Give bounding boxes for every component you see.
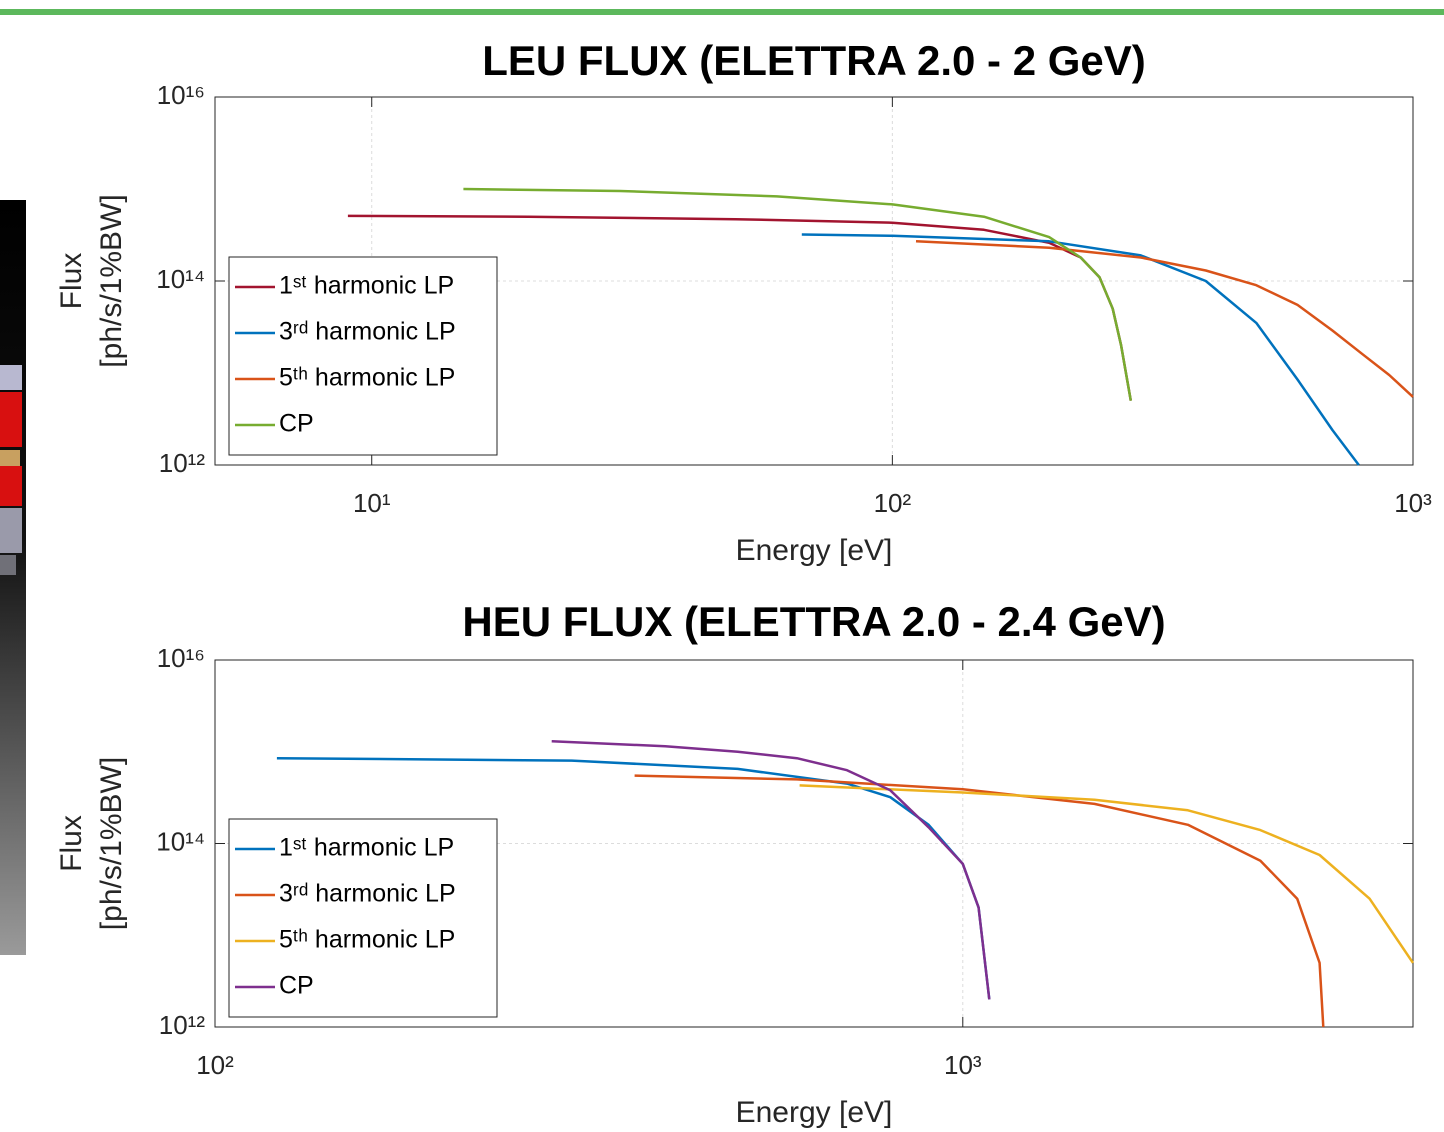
x-tick-label: 10³ (1394, 488, 1432, 518)
y-tick-label: 10¹⁶ (157, 643, 205, 673)
legend-label: 1ˢᵗ harmonic LP (279, 272, 454, 300)
y-tick-label: 10¹⁴ (156, 264, 205, 294)
legend-label: 3ʳᵈ harmonic LP (279, 318, 456, 346)
y-axis-label: Flux (55, 253, 88, 310)
legend-label: 5ᵗʰ harmonic LP (279, 926, 455, 954)
x-tick-label: 10¹ (353, 488, 391, 518)
y-axis-label: [ph/s/1%BW] (95, 194, 128, 367)
chart-title: HEU FLUX (ELETTRA 2.0 - 2.4 GeV) (462, 598, 1165, 645)
x-tick-label: 10² (874, 488, 912, 518)
legend-label: CP (279, 972, 314, 1000)
x-axis-label: Energy [eV] (736, 534, 893, 567)
y-tick-label: 10¹² (159, 448, 206, 478)
chart-title: LEU FLUX (ELETTRA 2.0 - 2 GeV) (482, 37, 1146, 84)
y-tick-label: 10¹⁶ (157, 80, 205, 110)
chart: LEU FLUX (ELETTRA 2.0 - 2 GeV) 10¹² 10¹⁴ 10… (55, 37, 1432, 567)
legend-label: CP (279, 410, 314, 438)
y-axis-label: [ph/s/1%BW] (95, 757, 128, 930)
legend-label: 3ʳᵈ harmonic LP (279, 880, 456, 908)
legend-label: 5ᵗʰ harmonic LP (279, 364, 455, 392)
x-tick-label: 10² (196, 1050, 234, 1080)
x-axis-label: Energy [eV] (736, 1096, 893, 1129)
chart: HEU FLUX (ELETTRA 2.0 - 2.4 GeV) 10¹² 10¹⁴… (55, 598, 1413, 1129)
figure: LEU FLUX (ELETTRA 2.0 - 2 GeV) 10¹² 10¹⁴ 10… (0, 0, 1444, 1132)
side-image (0, 200, 26, 955)
legend: 1ˢᵗ harmonic LP 3ʳᵈ harmonic LP 5ᵗʰ harmon… (229, 257, 497, 455)
legend-label: 1ˢᵗ harmonic LP (279, 834, 454, 862)
header-bar (0, 9, 1444, 15)
y-tick-label: 10¹⁴ (156, 826, 205, 856)
page: {"chart_data": [ {"type": "line", "title… (0, 0, 1444, 1132)
y-tick-label: 10¹² (159, 1010, 206, 1040)
legend: 1ˢᵗ harmonic LP 3ʳᵈ harmonic LP 5ᵗʰ harmon… (229, 819, 497, 1017)
x-tick-label: 10³ (944, 1050, 982, 1080)
y-axis-label: Flux (55, 815, 88, 872)
